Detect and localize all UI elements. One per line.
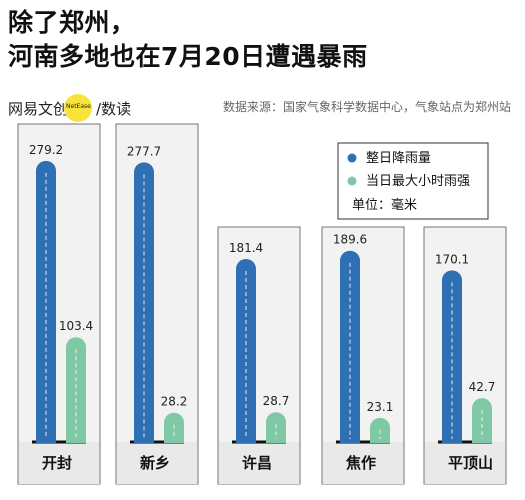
legend-marker (347, 176, 357, 186)
category-label-bg (322, 442, 404, 484)
data-label: 103.4 (59, 319, 93, 333)
bar-base (266, 433, 286, 443)
panel-3 (321, 226, 405, 485)
title-line-2: 河南多地也在7月20日遭遇暴雨 (8, 42, 368, 71)
data-source: 数据来源：国家气象科学数据中心，气象站点为郑州站 (222, 100, 511, 114)
data-label: 23.1 (367, 400, 394, 414)
title-line-1: 除了郑州， (8, 8, 136, 37)
data-label: 170.1 (435, 252, 469, 266)
bar-base (134, 433, 154, 443)
legend-entry: 当日最大小时雨强 (366, 174, 470, 189)
category-label: 焦作 (345, 454, 376, 472)
brand-name: 网易文创 (8, 99, 69, 118)
bar-base (472, 433, 492, 443)
data-label: 189.6 (333, 233, 367, 247)
bar-base (236, 433, 256, 443)
data-label: 28.2 (161, 395, 188, 409)
brand-badge-icon: NetEase (64, 94, 93, 122)
legend-entry: 整日降雨量 (366, 151, 431, 166)
panel-1 (115, 123, 199, 485)
data-label: 28.7 (263, 394, 290, 408)
category-label-bg (18, 442, 100, 484)
brand-column: /数读 (96, 99, 132, 118)
panel-0 (17, 123, 101, 485)
category-label-bg (424, 442, 506, 484)
brand-logo: 网易文创 NetEase /数读 (8, 94, 131, 122)
chart-title: 除了郑州， 河南多地也在7月20日遭遇暴雨 (8, 6, 368, 74)
category-label: 新乡 (140, 454, 170, 472)
data-label: 277.7 (127, 144, 161, 158)
bar-base (36, 433, 56, 443)
data-label: 181.4 (229, 241, 263, 255)
data-label: 279.2 (29, 143, 63, 157)
data-label: 42.7 (469, 380, 496, 394)
bar-daily (442, 270, 462, 443)
category-label: 许昌 (242, 454, 272, 472)
legend-box (337, 142, 489, 220)
bar-hourly (66, 337, 86, 443)
category-label-bg (218, 442, 300, 484)
category-label: 开封 (42, 454, 72, 472)
category-label: 平顶山 (448, 454, 493, 472)
bar-base (66, 433, 86, 443)
legend-unit: 单位：毫米 (352, 197, 417, 213)
category-label-bg (116, 442, 198, 484)
bar-base (164, 433, 184, 443)
legend-marker (347, 153, 357, 163)
